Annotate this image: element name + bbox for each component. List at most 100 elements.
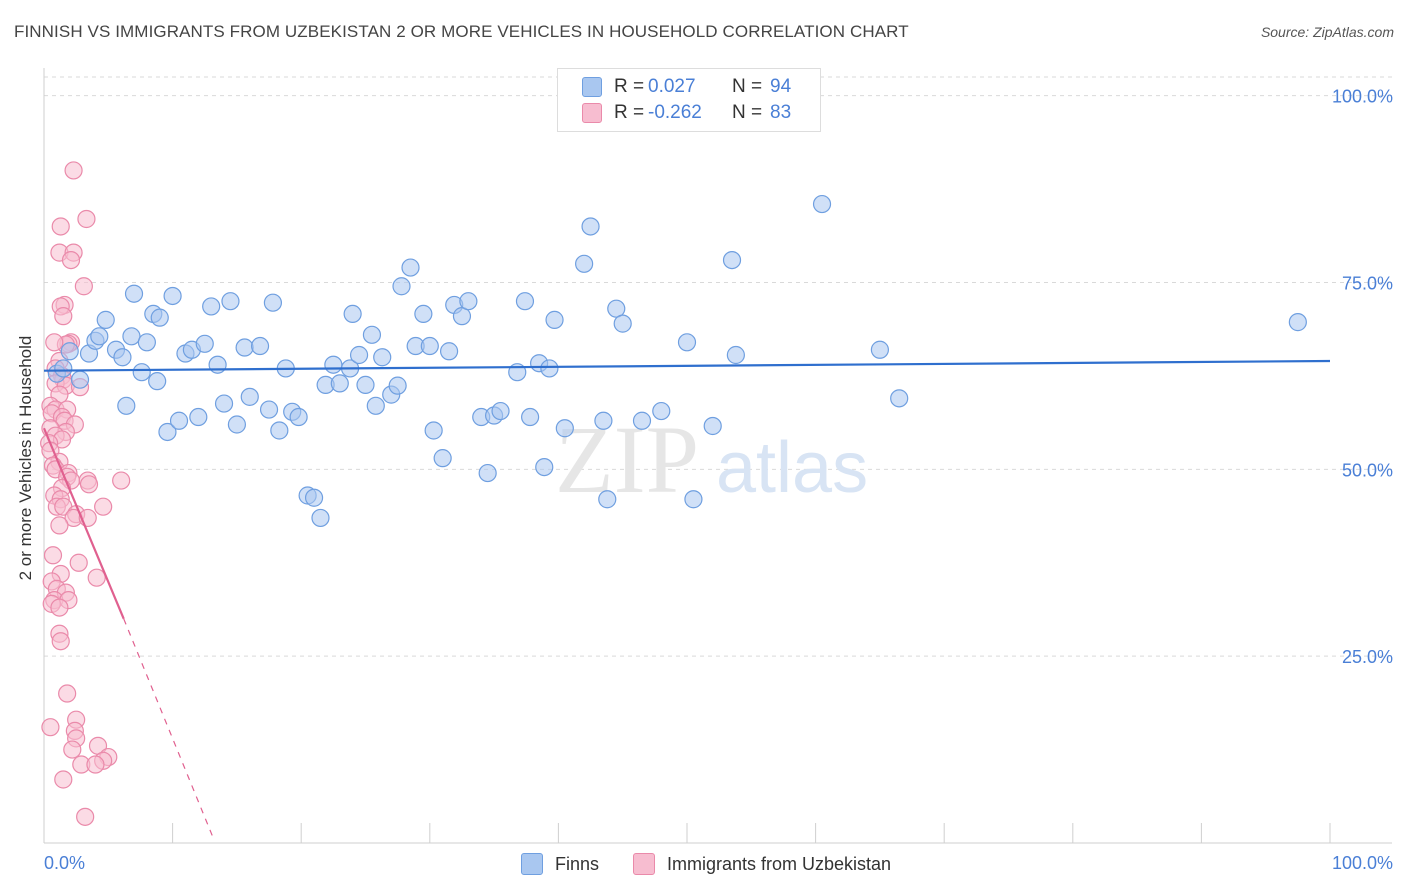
uzbek-point: [58, 684, 77, 703]
watermark: ZIP atlas: [555, 406, 868, 513]
uzbek-point: [94, 497, 113, 516]
y-tick-label: 50.0%: [1342, 460, 1393, 480]
uzbek-point: [51, 632, 70, 651]
finn-point: [433, 449, 452, 468]
bottom-legend-uzbek[interactable]: Immigrants from Uzbekistan: [633, 852, 891, 876]
finn-point: [362, 325, 382, 344]
finn-point: [356, 375, 375, 394]
finn-point: [890, 389, 909, 408]
legend-swatch-finns: [582, 77, 602, 97]
source-label: Source: ZipAtlas.com: [1260, 24, 1394, 40]
finn-point: [324, 355, 343, 374]
uzbek-point: [87, 568, 106, 587]
finn-point: [613, 314, 632, 333]
finn-point: [870, 340, 890, 359]
finn-point: [117, 396, 136, 415]
finns-trend-line: [43, 359, 1331, 372]
bottom-legend-swatch-uzbek: [633, 853, 655, 875]
finn-point: [304, 488, 324, 507]
x-tick-label-left: 0.0%: [44, 853, 85, 873]
finn-point: [607, 299, 626, 318]
finn-point: [401, 258, 420, 277]
legend-r-label: R =: [614, 76, 645, 97]
bottom-legend-finns[interactable]: Finns: [521, 852, 599, 876]
finn-point: [132, 363, 151, 382]
legend-n-label: N =: [732, 102, 763, 123]
finn-point: [452, 307, 472, 326]
finn-point: [96, 310, 115, 329]
legend-r-value: 0.027: [648, 76, 696, 97]
finn-point: [124, 284, 144, 303]
legend: R = 0.027 N = 94 R = -0.262 N = 83: [557, 68, 821, 132]
bottom-legend-label-finns: Finns: [555, 853, 600, 874]
finn-point: [478, 463, 497, 483]
uzbek-point: [45, 333, 64, 352]
finn-point: [113, 348, 132, 367]
legend-n-label: N =: [732, 76, 763, 97]
finn-point: [259, 400, 279, 419]
finn-point: [373, 348, 392, 367]
finn-point: [703, 416, 722, 436]
uzbek-point: [74, 277, 93, 296]
finn-point: [137, 333, 156, 352]
chart-title: FINNISH VS IMMIGRANTS FROM UZBEKISTAN 2 …: [14, 22, 909, 41]
finn-point: [148, 372, 167, 391]
finn-point: [202, 297, 221, 316]
finn-point: [150, 308, 169, 327]
finn-point: [343, 304, 362, 323]
legend-swatch-uzbek: [582, 103, 602, 123]
uzbek-point: [86, 755, 105, 774]
uzbek-point: [54, 770, 73, 789]
bottom-legend-label-uzbek: Immigrants from Uzbekistan: [667, 853, 892, 874]
finn-point: [535, 457, 554, 477]
finn-point: [459, 292, 478, 311]
finn-point: [227, 415, 246, 434]
finn-point: [169, 411, 189, 430]
trend-lines: [42, 359, 1331, 840]
finn-point: [581, 217, 600, 236]
uzbek-point: [50, 598, 69, 617]
uzbek-point: [79, 475, 99, 494]
uzbek-point: [61, 250, 81, 270]
legend-r-value: -0.262: [648, 102, 702, 123]
uzbek-point: [54, 307, 73, 326]
legend-n-value: 94: [770, 76, 792, 97]
finn-point: [195, 334, 214, 353]
finn-point: [54, 359, 73, 378]
tick-labels: 100.0% 75.0% 50.0% 25.0% 0.0% 100.0%: [44, 87, 1393, 873]
finn-point: [240, 387, 259, 406]
finn-point: [420, 336, 439, 356]
uzbek-point: [64, 161, 83, 180]
uzbek-trend-line: [42, 427, 125, 620]
finn-point: [221, 292, 240, 311]
finn-point: [575, 254, 594, 273]
finn-point: [349, 345, 369, 365]
legend-n-value: 83: [770, 102, 792, 123]
uzbek-point: [112, 471, 131, 490]
finn-point: [214, 394, 234, 413]
uzbek-point: [51, 217, 70, 236]
finn-point: [189, 407, 208, 427]
finn-point: [521, 407, 540, 427]
finn-point: [263, 293, 283, 312]
finn-point: [366, 396, 385, 415]
uzbek-point: [69, 553, 88, 572]
watermark-zip: ZIP: [555, 406, 699, 513]
finn-point: [414, 304, 433, 323]
finn-point: [540, 359, 559, 378]
finn-point: [722, 250, 742, 270]
finn-point: [424, 421, 443, 440]
finn-point: [1288, 313, 1307, 332]
uzbek-trend-extension: [123, 618, 215, 840]
watermark-atlas: atlas: [716, 428, 868, 508]
x-tick-label-right: 100.0%: [1332, 853, 1393, 873]
legend-row-finns: R = 0.027 N = 94: [582, 75, 791, 99]
y-tick-label: 25.0%: [1342, 647, 1393, 667]
finn-point: [90, 327, 109, 346]
uzbek-point: [43, 546, 63, 565]
finn-point: [289, 407, 308, 427]
finn-point: [158, 422, 177, 442]
finn-point: [270, 421, 289, 440]
bottom-legend-swatch-finns: [521, 853, 543, 875]
